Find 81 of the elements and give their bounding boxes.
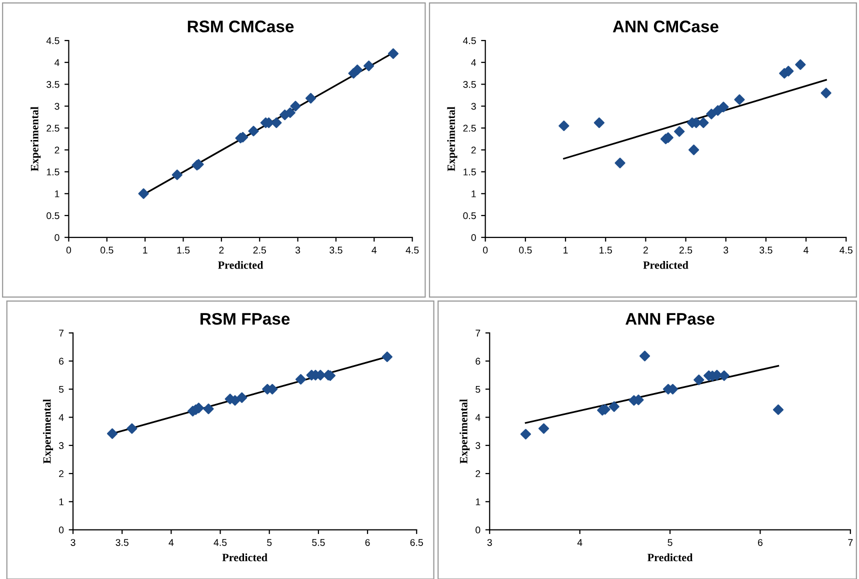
y-tick-label: 5 (58, 386, 64, 393)
y-axis-title: Experimental (447, 106, 458, 172)
y-tick-label: 5 (476, 386, 480, 393)
x-tick-label: 6 (758, 539, 762, 546)
y-axis-title: Experimental (460, 399, 470, 464)
y-tick-label: 3.5 (46, 81, 60, 88)
x-tick-label: 6.5 (410, 539, 423, 546)
y-tick-label: 2 (476, 470, 480, 478)
x-tick-label: 5.5 (312, 539, 325, 546)
x-tick-label: 4 (577, 539, 582, 546)
y-tick-label: 7 (476, 330, 480, 336)
y-tick-label: 4.5 (46, 37, 60, 44)
x-tick-label: 3 (70, 539, 76, 546)
y-tick-label: 0 (58, 526, 64, 534)
y-tick-label: 1 (476, 498, 480, 506)
y-tick-label: 4 (475, 414, 480, 421)
x-tick-label: 7 (848, 539, 853, 546)
x-axis-title: Predicted (647, 553, 693, 562)
x-tick-label: 2.5 (253, 246, 266, 254)
y-tick-label: 2.5 (463, 124, 476, 132)
y-tick-label: 4.5 (463, 37, 476, 44)
x-tick-label: 3 (724, 246, 728, 254)
y-axis-title: Experimental (30, 106, 41, 172)
x-tick-label: 3.5 (330, 246, 342, 254)
x-axis-title: Predicted (218, 261, 264, 269)
y-tick-label: 0.5 (463, 212, 476, 220)
y-tick-label: 1.5 (46, 168, 60, 176)
y-tick-label: 0 (54, 234, 60, 242)
chart-title: RSM FPase (200, 312, 290, 325)
y-tick-label: 1.5 (464, 168, 476, 176)
x-tick-label: 1 (143, 246, 148, 254)
y-tick-label: 3 (476, 442, 480, 450)
x-tick-label: 4.5 (406, 246, 419, 254)
y-tick-label: 3 (58, 442, 64, 450)
y-tick-label: 2 (471, 146, 476, 154)
x-tick-label: 4.5 (840, 246, 852, 254)
x-tick-label: 4.5 (214, 539, 227, 546)
x-tick-label: 0.5 (100, 246, 114, 254)
x-tick-label: 0 (483, 246, 488, 254)
y-tick-label: 6 (476, 358, 480, 365)
x-tick-label: 1.5 (600, 246, 612, 254)
y-axis-title: Experimental (42, 399, 54, 464)
x-tick-label: 4 (372, 246, 377, 254)
y-tick-label: 3 (471, 102, 476, 110)
chart-title: ANN CMCase (612, 20, 718, 32)
y-tick-label: 3 (54, 102, 60, 110)
y-tick-label: 1 (472, 190, 476, 198)
y-tick-label: 4 (58, 414, 64, 421)
y-tick-label: 3.5 (463, 81, 476, 88)
x-tick-label: 0.5 (519, 246, 532, 254)
x-tick-label: 1.5 (177, 246, 190, 254)
y-tick-label: 0.5 (46, 212, 60, 220)
y-tick-label: 4 (471, 59, 476, 66)
x-tick-label: 2 (219, 246, 224, 254)
chart-title: ANN FPase (626, 313, 714, 325)
y-tick-label: 7 (59, 330, 64, 336)
chart-title: RSM CMCase (188, 20, 294, 32)
x-tick-label: 4 (168, 539, 174, 546)
y-tick-label: 0 (476, 526, 480, 534)
y-tick-label: 2.5 (46, 124, 60, 132)
x-tick-label: 2.5 (680, 246, 692, 254)
y-tick-label: 2 (59, 470, 64, 478)
x-axis-title: Predicted (222, 553, 268, 562)
x-tick-label: 0 (66, 246, 72, 254)
x-tick-label: 5 (668, 539, 672, 546)
x-tick-label: 3 (487, 539, 492, 546)
x-tick-label: 1 (564, 246, 568, 254)
x-tick-label: 2 (643, 246, 648, 254)
y-tick-label: 1 (55, 190, 60, 198)
y-tick-label: 2 (54, 146, 60, 154)
y-tick-label: 1 (59, 498, 64, 506)
x-tick-label: 6 (365, 539, 370, 546)
x-tick-label: 3.5 (116, 539, 128, 546)
x-tick-label: 3.5 (760, 246, 772, 254)
x-axis-title: Predicted (643, 261, 688, 269)
y-tick-label: 0 (471, 234, 476, 242)
y-tick-label: 6 (59, 358, 64, 365)
x-tick-label: 5 (267, 539, 272, 546)
x-tick-label: 3 (295, 246, 300, 254)
x-tick-label: 4 (804, 246, 808, 254)
y-tick-label: 4 (54, 59, 60, 66)
